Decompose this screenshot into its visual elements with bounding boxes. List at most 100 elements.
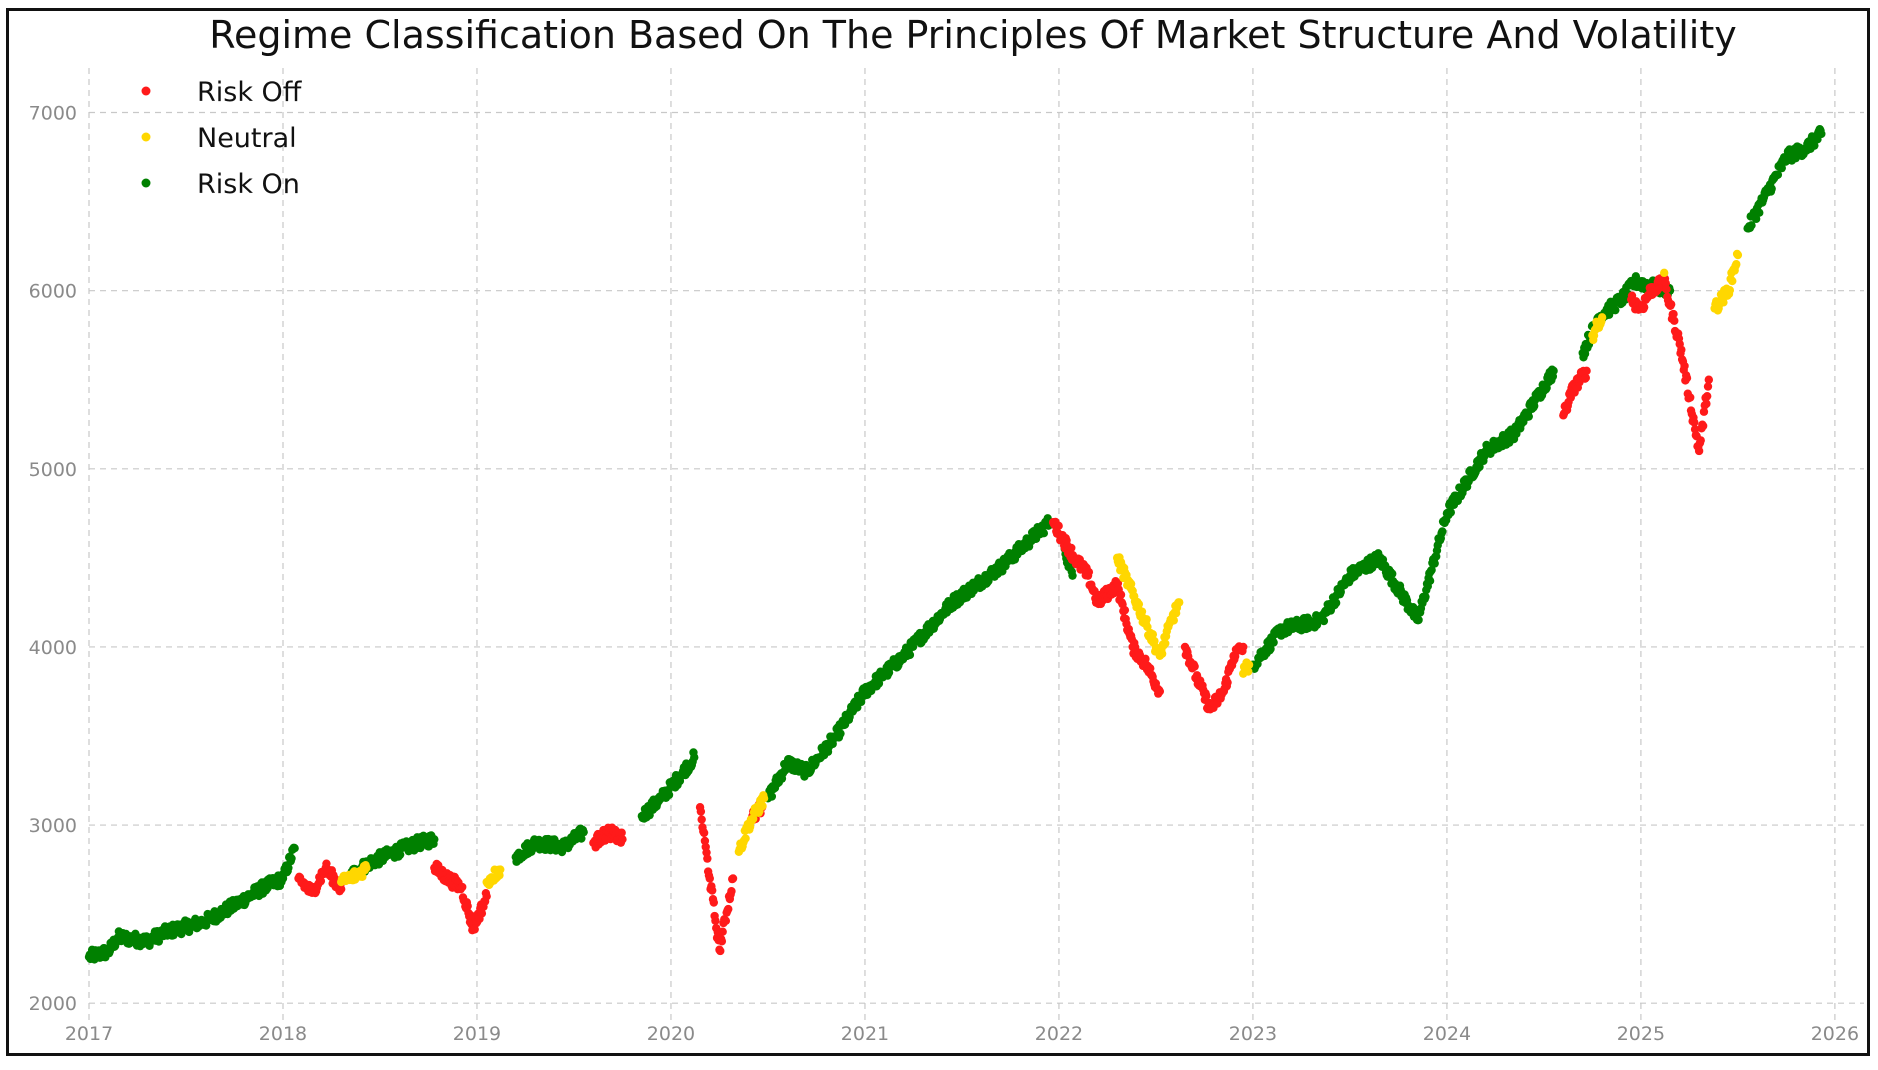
risk-off-point	[1682, 373, 1692, 383]
risk-off-point	[1190, 662, 1199, 671]
risk-on-point	[836, 729, 845, 738]
neutral-point	[1142, 615, 1151, 624]
y-tick-label: 5000	[29, 459, 77, 481]
risk-on-point	[1039, 529, 1049, 538]
neutral-point	[1148, 630, 1158, 639]
risk-off-point	[1686, 393, 1695, 402]
neutral-point	[749, 814, 758, 823]
x-tick-label: 2023	[1229, 1023, 1277, 1045]
x-tick-label: 2024	[1423, 1023, 1471, 1045]
chart-frame: Regime Classification Based On The Princ…	[6, 8, 1870, 1056]
y-tick-label: 7000	[29, 103, 77, 125]
neutral-point	[1134, 599, 1144, 609]
risk-off-point	[1694, 446, 1704, 456]
y-tick-label: 2000	[29, 993, 77, 1015]
risk-off-point	[617, 828, 626, 837]
risk-on-point	[1438, 527, 1447, 536]
risk-on-point	[1388, 569, 1397, 578]
risk-off-point	[316, 876, 326, 886]
risk-off-point	[727, 887, 736, 896]
risk-on-point	[1777, 163, 1786, 173]
risk-on-point	[1425, 576, 1435, 586]
neutral-point	[358, 872, 367, 882]
risk-on-point	[1524, 412, 1533, 421]
risk-off-point	[1113, 579, 1123, 588]
neutral-point	[1732, 260, 1741, 269]
risk-off-point	[336, 884, 346, 894]
risk-off-point	[724, 904, 733, 914]
legend-label: Neutral	[197, 123, 297, 154]
risk-off-point	[1146, 664, 1155, 673]
x-tick-label: 2017	[65, 1023, 113, 1045]
risk-on-point	[1068, 571, 1077, 580]
risk-off-point	[1239, 642, 1248, 652]
risk-off-point	[1084, 567, 1094, 577]
risk-on-point	[767, 792, 777, 801]
legend-marker	[141, 132, 151, 142]
risk-off-point	[696, 807, 706, 816]
risk-on-point	[1446, 508, 1456, 517]
x-tick-label: 2019	[453, 1023, 501, 1045]
risk-on-point	[290, 844, 299, 853]
risk-off-point	[1666, 300, 1676, 309]
risk-off-point	[1582, 366, 1591, 376]
x-tick-label: 2018	[259, 1023, 307, 1045]
risk-on-point	[905, 650, 915, 660]
neutral-point	[1659, 268, 1669, 278]
neutral-point	[1150, 636, 1159, 646]
neutral-point	[1725, 285, 1735, 295]
risk-off-point	[477, 909, 487, 918]
risk-off-point	[711, 916, 720, 925]
risk-off-point	[707, 886, 717, 895]
risk-on-point	[395, 850, 405, 859]
y-tick-label: 6000	[29, 281, 77, 303]
risk-on-point	[1331, 598, 1341, 608]
risk-on-point	[1427, 565, 1436, 575]
risk-off-point	[1120, 605, 1130, 615]
risk-off-point	[1116, 590, 1126, 599]
risk-off-point	[703, 854, 712, 863]
neutral-point	[496, 865, 505, 874]
risk-on-point	[1549, 366, 1558, 376]
risk-on-point	[1475, 462, 1484, 472]
risk-off-point	[1702, 399, 1711, 408]
neutral-point	[1719, 298, 1728, 307]
neutral-point	[759, 794, 769, 803]
legend-label: Risk On	[197, 169, 300, 200]
neutral-point	[1733, 250, 1743, 260]
risk-off-point	[1581, 373, 1590, 383]
neutral-point	[1161, 639, 1170, 648]
risk-off-point	[1677, 345, 1686, 354]
neutral-point	[1728, 276, 1737, 286]
risk-on-point	[1269, 638, 1278, 647]
axis-ticks: 2017 2018 2019 2020 2021 2022 2023 2024 2025 2026…	[29, 103, 1859, 1045]
risk-off-point	[718, 927, 727, 936]
x-tick-label: 2025	[1617, 1023, 1665, 1045]
risk-on-point	[284, 863, 293, 872]
risk-off-point	[1680, 361, 1689, 371]
risk-off-point	[717, 937, 727, 946]
neutral-point	[1137, 607, 1147, 616]
risk-off-point	[1670, 316, 1679, 325]
risk-on-point	[1773, 170, 1783, 179]
x-tick-label: 2020	[647, 1023, 695, 1045]
neutral-point	[741, 834, 750, 843]
risk-off-point	[716, 946, 725, 956]
risk-on-point	[287, 854, 296, 863]
x-tick-label: 2026	[1811, 1023, 1859, 1045]
risk-off-point	[618, 835, 627, 844]
neutral-point	[758, 801, 767, 811]
risk-off-point	[1054, 521, 1063, 531]
risk-off-point	[1662, 285, 1671, 294]
risk-on-point	[1266, 644, 1275, 654]
risk-off-point	[705, 874, 714, 883]
risk-off-point	[1698, 421, 1708, 431]
risk-off-point	[1669, 309, 1678, 319]
neutral-point	[1244, 660, 1254, 669]
neutral-point	[1169, 616, 1178, 625]
risk-on-point	[1755, 208, 1764, 217]
risk-off-point	[728, 874, 738, 883]
neutral-point	[1244, 667, 1253, 676]
scatter-chart: Regime Classification Based On The Princ…	[29, 13, 1864, 1045]
neutral-point	[1597, 313, 1607, 322]
